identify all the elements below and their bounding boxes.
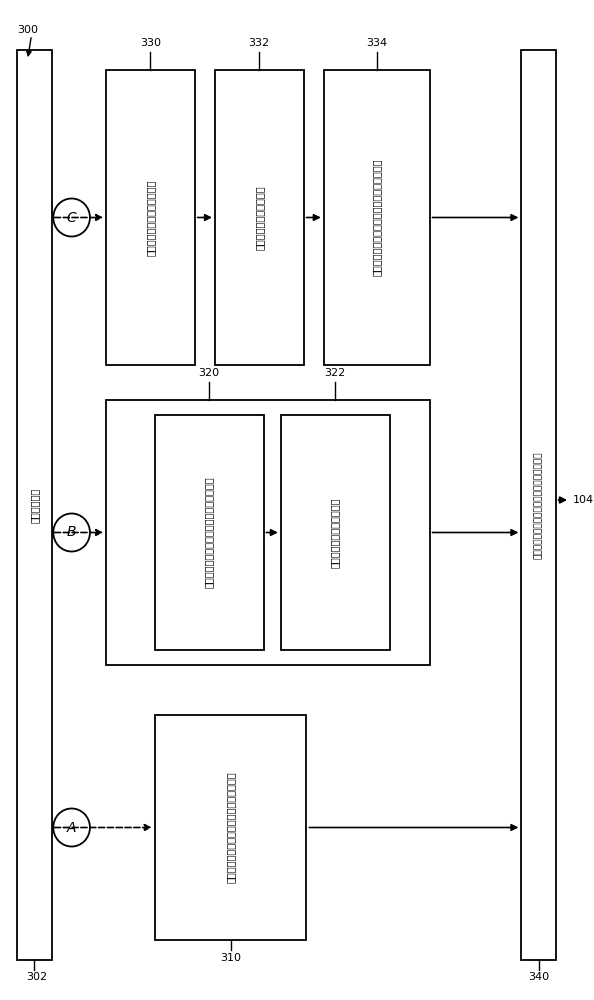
Bar — [281, 415, 390, 650]
Text: 302: 302 — [27, 972, 48, 982]
Text: C: C — [67, 211, 77, 225]
Text: 对富氟区进行退火工艺，以形成理置氟化物层: 对富氟区进行退火工艺，以形成理置氟化物层 — [534, 451, 543, 559]
Text: 形成虚置硅锗层于半导体层上: 形成虚置硅锗层于半导体层上 — [146, 179, 156, 256]
Text: 外延成长硅锗层于富硅区上: 外延成长硅锗层于富硅区上 — [330, 497, 340, 568]
Ellipse shape — [53, 513, 90, 552]
Text: 进行氟注入工艺以形成富氟区于半导体层中: 进行氟注入工艺以形成富氟区于半导体层中 — [204, 477, 214, 588]
Bar — [154, 415, 264, 650]
Bar — [106, 400, 429, 665]
Bar — [154, 715, 307, 940]
Text: B: B — [67, 526, 77, 540]
Text: 310: 310 — [220, 953, 241, 963]
Text: 334: 334 — [366, 38, 387, 48]
Ellipse shape — [53, 808, 90, 847]
Text: A: A — [67, 820, 77, 834]
Text: 104: 104 — [573, 495, 594, 505]
Bar — [215, 70, 304, 365]
Text: 进行氟注入工艺以形成富氟区于虚置硅锗层中: 进行氟注入工艺以形成富氟区于虚置硅锗层中 — [372, 159, 382, 276]
Text: 330: 330 — [140, 38, 161, 48]
Bar — [324, 70, 429, 365]
Text: 320: 320 — [198, 368, 220, 378]
Text: 形成硅层于虚置硅锗层上: 形成硅层于虚置硅锗层上 — [254, 185, 264, 250]
Text: 进行氟注入工艺以形成富氟区于半导体层中: 进行氟注入工艺以形成富氟区于半导体层中 — [226, 772, 236, 883]
Bar — [106, 70, 195, 365]
Bar — [17, 50, 52, 960]
Text: 332: 332 — [249, 38, 270, 48]
Text: 322: 322 — [324, 368, 346, 378]
Ellipse shape — [53, 198, 90, 237]
Text: 340: 340 — [528, 972, 549, 982]
Text: 300: 300 — [17, 25, 38, 35]
Text: 提供半导体层: 提供半导体层 — [29, 487, 39, 523]
Bar — [522, 50, 556, 960]
